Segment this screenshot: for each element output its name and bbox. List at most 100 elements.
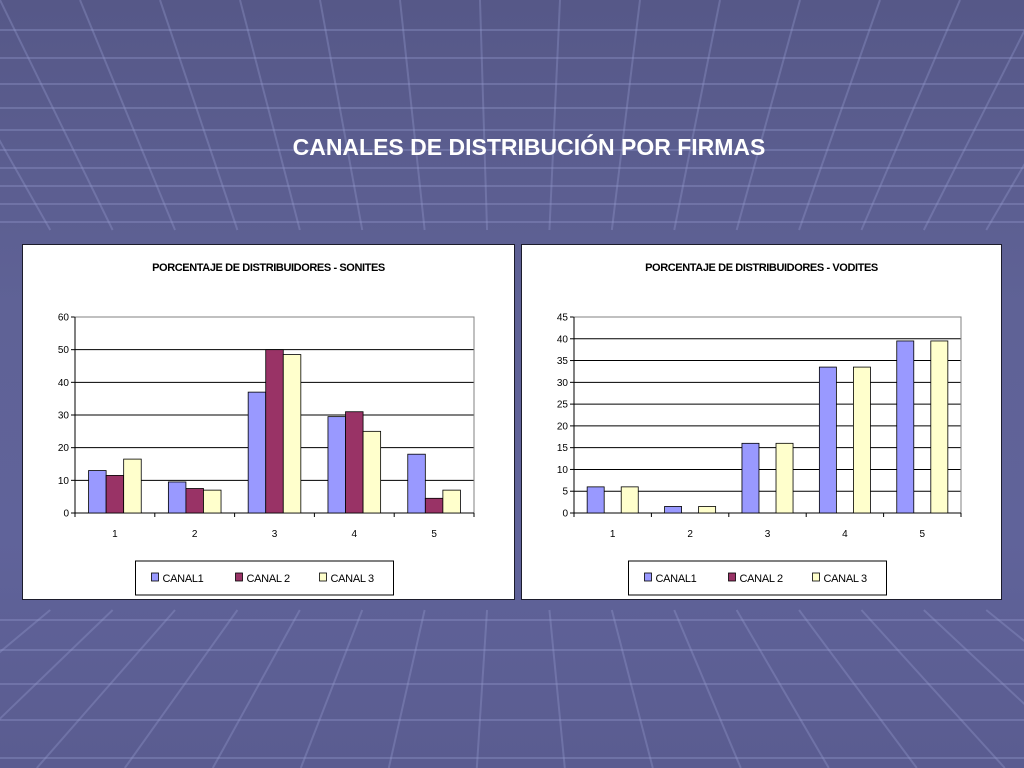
- chart-panel-vodites: PORCENTAJE DE DISTRIBUIDORES - VODITES 0 5…: [521, 244, 1002, 600]
- bg-line: [860, 609, 1006, 768]
- y-tick-label: 0: [562, 509, 568, 520]
- bar: [424, 497, 444, 514]
- legend-swatch: [728, 572, 736, 582]
- y-tick-label: 10: [557, 465, 569, 476]
- bar: [698, 506, 717, 514]
- bg-line: [548, 0, 561, 231]
- bg-line: [610, 609, 654, 768]
- bg-line: [319, 0, 364, 231]
- bg-line: [860, 0, 961, 231]
- bar: [853, 366, 871, 514]
- bar: [620, 486, 639, 514]
- bg-line: [399, 0, 426, 231]
- bar: [442, 489, 461, 514]
- chart-title: PORCENTAJE DE DISTRIBUIDORES - VODITES: [645, 262, 878, 274]
- x-tick-label: 4: [842, 529, 848, 540]
- y-tick-label: 40: [58, 378, 70, 389]
- bg-line: [673, 0, 721, 231]
- bg-line: [735, 0, 801, 231]
- x-tick-label: 5: [431, 529, 437, 540]
- chart-panel-sonites: PORCENTAJE DE DISTRIBUIDORES - SONITES 0 1…: [22, 244, 515, 600]
- bar: [775, 442, 794, 514]
- y-tick-label: 30: [557, 378, 569, 389]
- bg-line: [79, 0, 176, 231]
- x-tick-label: 4: [352, 529, 358, 540]
- y-tick-label: 35: [557, 356, 569, 367]
- bg-line: [36, 609, 176, 768]
- bar: [247, 391, 267, 514]
- bar: [664, 506, 682, 514]
- bg-line: [985, 163, 1024, 231]
- bg-line: [0, 609, 51, 654]
- y-tick-label: 25: [557, 400, 569, 411]
- legend-swatch: [235, 572, 243, 582]
- bar: [362, 430, 382, 514]
- chart-title: PORCENTAJE DE DISTRIBUIDORES - SONITES: [152, 262, 385, 274]
- legend-swatch: [644, 572, 652, 582]
- bar: [818, 366, 837, 514]
- y-tick-label: 10: [58, 476, 70, 487]
- y-tick-label: 50: [58, 345, 70, 356]
- x-tick-label: 3: [272, 529, 278, 540]
- x-tick-label: 1: [112, 529, 118, 540]
- y-tick-label: 0: [63, 509, 69, 520]
- y-tick-label: 30: [58, 411, 70, 422]
- bar: [282, 354, 302, 514]
- bg-line: [239, 0, 301, 231]
- bg-line: [0, 609, 114, 721]
- bar: [741, 442, 760, 514]
- bg-line: [479, 0, 489, 231]
- bar: [586, 486, 605, 514]
- bar: [185, 488, 204, 514]
- bg-line: [0, 139, 52, 231]
- x-tick-label: 2: [192, 529, 198, 540]
- legend-label: CANAL 2: [247, 573, 291, 585]
- bg-line: [735, 609, 830, 768]
- bar: [88, 470, 107, 514]
- bg-line: [798, 609, 918, 768]
- bg-line: [673, 609, 742, 768]
- bar: [327, 416, 346, 514]
- y-tick-label: 5: [562, 487, 568, 498]
- x-tick-label: 5: [920, 529, 926, 540]
- bg-line: [610, 0, 641, 231]
- legend-label: CANAL 3: [824, 573, 868, 585]
- y-tick-label: 60: [58, 313, 70, 324]
- legend-label: CANAL 3: [331, 573, 375, 585]
- bar: [203, 489, 222, 514]
- bar: [896, 340, 915, 514]
- legend-box: [135, 560, 394, 596]
- legend-label: CANAL1: [163, 573, 204, 585]
- legend-box: [628, 560, 887, 596]
- legend-label: CANAL 2: [740, 573, 784, 585]
- legend-swatch: [812, 572, 820, 582]
- y-tick-label: 40: [557, 334, 569, 345]
- legend-swatch: [319, 572, 327, 582]
- y-tick-label: 20: [58, 443, 70, 454]
- bg-line: [548, 609, 566, 768]
- bg-line: [387, 609, 426, 768]
- bar: [345, 411, 364, 514]
- bg-line: [211, 609, 301, 768]
- bar: [123, 458, 142, 514]
- bg-line: [798, 0, 881, 231]
- chart-vodites: PORCENTAJE DE DISTRIBUIDORES - VODITES 0 5…: [557, 262, 962, 596]
- bg-line: [0, 0, 114, 231]
- legend-label: CANAL1: [656, 573, 697, 585]
- bar: [930, 340, 949, 514]
- bar: [407, 453, 426, 514]
- legend-swatch: [151, 572, 159, 582]
- bg-line: [299, 609, 364, 768]
- y-tick-label: 15: [557, 443, 569, 454]
- bg-line: [922, 29, 1024, 231]
- y-tick-label: 45: [557, 313, 569, 324]
- chart-sonites: PORCENTAJE DE DISTRIBUIDORES - SONITES 0 1…: [58, 262, 475, 596]
- bg-line: [923, 609, 1024, 706]
- x-tick-label: 1: [610, 529, 616, 540]
- bar: [167, 481, 187, 514]
- bg-line: [475, 609, 489, 768]
- slide-title: CANALES DE DISTRIBUCIÓN POR FIRMAS: [292, 134, 766, 160]
- x-tick-label: 3: [765, 529, 771, 540]
- x-tick-label: 2: [687, 529, 693, 540]
